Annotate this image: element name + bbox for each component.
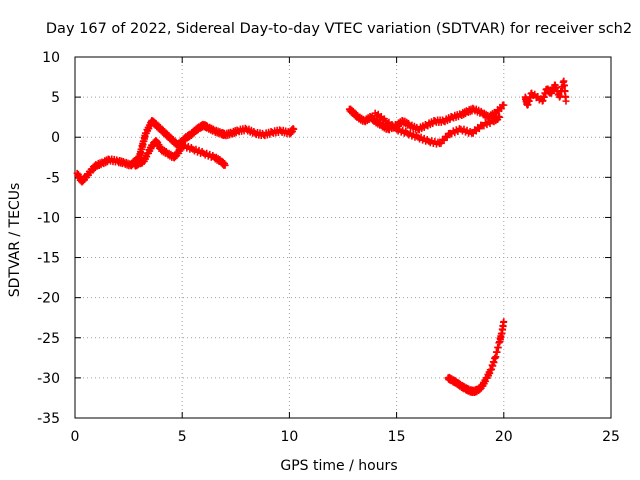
y-axis-label: SDTVAR / TECUs (7, 183, 23, 298)
y-tick-label: -20 (37, 291, 60, 307)
chart-title: Day 167 of 2022, Sidereal Day-to-day VTE… (46, 21, 632, 37)
y-tick-label: -25 (37, 331, 60, 347)
data-point (500, 318, 508, 326)
x-tick-label: 25 (602, 429, 620, 445)
x-tick-label: 10 (280, 429, 298, 445)
data-point (290, 125, 298, 133)
x-tick-label: 5 (178, 429, 187, 445)
y-tick-label: 10 (42, 50, 60, 66)
y-tick-label: -10 (37, 210, 60, 226)
series-segment-4 (444, 318, 508, 396)
series-segment-1-lower-branch (131, 137, 229, 170)
data-point (500, 101, 508, 109)
series-segment-2 (345, 101, 508, 134)
y-tick-label: -15 (37, 251, 60, 267)
x-tick-label: 20 (495, 429, 513, 445)
axis-ticks: 0 5 10 15 20 25 10 5 0 -5 -10 -15 -20 -25 -30 -35 (37, 50, 620, 445)
x-axis-label: GPS time / hours (280, 458, 397, 474)
x-tick-label: 15 (388, 429, 406, 445)
series-segment-2-lower-branch (371, 109, 504, 148)
y-tick-label: 5 (51, 90, 60, 106)
y-tick-label: 0 (51, 130, 60, 146)
data-point (443, 133, 451, 141)
x-tick-label: 0 (71, 429, 80, 445)
series-segment-3 (521, 77, 570, 109)
data-point (221, 161, 229, 169)
plot-frame (74, 56, 612, 419)
data-points (73, 77, 570, 396)
y-tick-label: -35 (37, 411, 60, 427)
data-point (496, 113, 504, 121)
series-segment-1 (73, 117, 298, 186)
y-tick-label: -5 (46, 170, 60, 186)
data-point (562, 97, 570, 105)
y-tick-label: -30 (37, 371, 60, 387)
grid (75, 57, 611, 418)
